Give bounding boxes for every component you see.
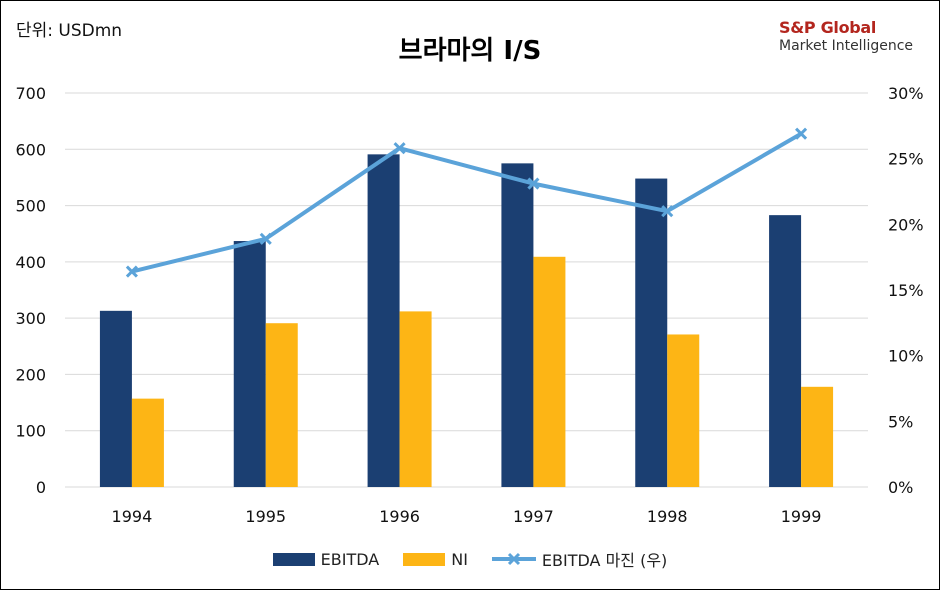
x-tick-label: 1994 [112, 507, 153, 526]
logo-line2: Market Intelligence [779, 38, 914, 54]
legend-marker [507, 552, 520, 566]
gridlines [65, 92, 868, 488]
margin-line [131, 131, 803, 274]
legend-swatch-margin [491, 552, 536, 566]
legend: EBITDA NI EBITDA 마진 (우) [0, 547, 940, 571]
bar-ni [667, 334, 700, 487]
bar-ebitda [99, 310, 132, 487]
axis-labels: 0 100 200 300 400 500 600 700 0% 5% 10% 15% 20% 25% 30… [15, 84, 923, 526]
unit-label: 단위: USDmn [16, 21, 123, 41]
legend-item-ebitda: EBITDA [272, 549, 380, 569]
y-left-tick-label: 100 [15, 422, 46, 441]
bar-ebitda [233, 241, 266, 487]
y-left-tick-label: 400 [15, 253, 46, 272]
bar-ebitda [769, 215, 802, 487]
legend-item-margin: EBITDA 마진 (우) [491, 547, 668, 571]
legend-label-ebitda: EBITDA [320, 549, 380, 569]
bar-ni [533, 256, 566, 487]
y-left-tick-label: 600 [15, 140, 46, 159]
margin-line-series [125, 127, 808, 278]
bar-ni [399, 311, 432, 487]
margin-point [393, 142, 406, 155]
bar-series [99, 154, 834, 487]
y-right-tick-label: 30% [888, 84, 924, 103]
bar-ni [131, 398, 164, 487]
margin-point [661, 205, 674, 218]
x-tick-label: 1999 [781, 507, 822, 526]
x-tick-label: 1995 [245, 507, 286, 526]
bar-ni [801, 386, 834, 487]
bar-ebitda [635, 178, 668, 487]
margin-point [795, 127, 808, 140]
y-left-tick-label: 200 [15, 365, 46, 384]
x-tick-label: 1998 [647, 507, 688, 526]
margin-point [259, 232, 272, 245]
legend-label-margin: EBITDA 마진 (우) [541, 551, 668, 570]
legend-swatch-ni [403, 552, 446, 566]
bar-ebitda [367, 154, 400, 487]
y-right-tick-label: 10% [888, 347, 924, 366]
y-right-tick-label: 25% [888, 150, 924, 169]
margin-point [125, 265, 138, 278]
chart-title: 브라마의 I/S [398, 36, 542, 66]
y-left-tick-label: 500 [15, 197, 46, 216]
bar-ni [265, 323, 298, 487]
legend-item-ni: NI [403, 550, 468, 569]
sp-global-logo: S&P Global Market Intelligence [779, 18, 913, 54]
x-tick-label: 1996 [379, 507, 420, 526]
y-right-tick-label: 15% [888, 281, 924, 300]
y-right-tick-label: 5% [888, 412, 913, 431]
y-right-tick-label: 20% [888, 215, 924, 234]
y-left-tick-label: 300 [15, 309, 46, 328]
bar-ebitda [501, 163, 534, 487]
margin-point [527, 177, 540, 190]
legend-swatch-ebitda [272, 552, 315, 566]
legend-label-ni: NI [451, 549, 468, 569]
y-right-tick-label: 0% [888, 478, 913, 497]
y-left-tick-label: 0 [36, 478, 46, 497]
logo-line1: S&P Global [779, 18, 877, 37]
y-left-tick-label: 700 [15, 84, 46, 103]
x-tick-label: 1997 [513, 507, 554, 526]
